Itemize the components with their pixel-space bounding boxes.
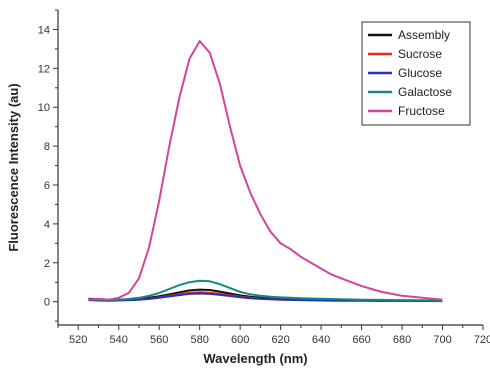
legend-label: Glucose [398, 66, 442, 80]
series-line-fructose [88, 40, 443, 301]
legend-label: Galactose [398, 85, 452, 99]
x-tick-label: 620 [271, 334, 289, 346]
y-tick-label: 14 [38, 24, 50, 36]
series-layer [88, 40, 443, 303]
x-tick-label: 580 [190, 334, 208, 346]
y-tick-label: 8 [44, 141, 50, 153]
x-tick-label: 640 [312, 334, 330, 346]
series-line-galactose [88, 279, 443, 302]
x-tick-label: 560 [150, 334, 168, 346]
x-axis-title: Wavelength (nm) [203, 351, 307, 366]
x-tick-label: 660 [352, 334, 370, 346]
y-tick-label: 10 [38, 102, 50, 114]
x-tick-label: 680 [393, 334, 411, 346]
y-tick-label: 12 [38, 63, 50, 75]
y-tick-label: 2 [44, 258, 50, 270]
x-tick-label: 540 [110, 334, 128, 346]
x-tick-label: 520 [69, 334, 87, 346]
legend: Assembly Sucrose Glucose Galactose Fructose [361, 21, 471, 126]
legend-label: Fructose [398, 104, 445, 118]
x-tick-label: 700 [433, 334, 451, 346]
x-tick-label: 600 [231, 334, 249, 346]
y-tick-label: 0 [44, 297, 50, 309]
series-line-glucose [88, 292, 443, 303]
legend-label: Assembly [398, 28, 450, 42]
y-tick-label: 6 [44, 180, 50, 192]
y-tick-label: 4 [44, 219, 50, 231]
x-tick-label: 720 [474, 334, 490, 346]
legend-label: Sucrose [398, 47, 442, 61]
y-axis-title: Fluorescence Intensity (au) [6, 83, 21, 251]
axes: 0 2 4 6 8 10 12 14 520 540 560 580 600 620 640 660 680 70… [38, 9, 490, 346]
